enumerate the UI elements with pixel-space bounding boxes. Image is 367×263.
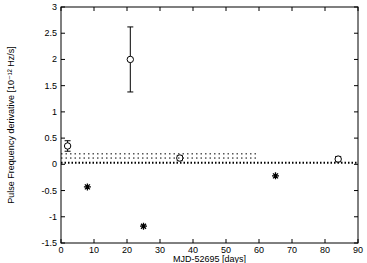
- y-tick-mirror: [354, 190, 358, 191]
- x-tick-mirror: [193, 7, 194, 11]
- circle-point: [335, 156, 341, 162]
- y-tick-label: 3: [52, 2, 57, 12]
- x-tick-label: 70: [287, 245, 297, 255]
- y-axis-title: Pulse Frequency derivative [10⁻¹² Hz/s]: [6, 46, 16, 203]
- plot-frame: [61, 7, 358, 243]
- circle-point: [64, 143, 70, 149]
- x-tick: [292, 239, 293, 243]
- x-tick: [61, 239, 62, 243]
- y-tick-mirror: [354, 216, 358, 217]
- y-tick-mirror: [354, 164, 358, 165]
- y-tick-label: 0.5: [44, 133, 57, 143]
- x-tick-mirror: [160, 7, 161, 11]
- x-tick-label: 30: [155, 245, 165, 255]
- x-tick-mirror: [325, 7, 326, 11]
- y-tick: [61, 111, 65, 112]
- x-tick: [94, 239, 95, 243]
- x-tick-mirror: [127, 7, 128, 11]
- y-tick-label: 1: [52, 107, 57, 117]
- error-bar: [177, 155, 183, 160]
- y-tick: [61, 85, 65, 86]
- x-tick-mirror: [226, 7, 227, 11]
- y-tick: [61, 216, 65, 217]
- x-tick: [127, 239, 128, 243]
- y-tick: [61, 59, 65, 60]
- y-tick-mirror: [354, 243, 358, 244]
- y-tick: [61, 33, 65, 34]
- star-point: [84, 183, 91, 190]
- error-bar: [127, 27, 133, 92]
- x-tick: [358, 239, 359, 243]
- y-tick-label: 1.5: [44, 81, 57, 91]
- y-tick-mirror: [354, 138, 358, 139]
- reference-line: [61, 158, 259, 159]
- x-tick: [325, 239, 326, 243]
- chart: 0102030405060708090-1.5-1-0.500.511.522.…: [0, 0, 367, 263]
- y-tick-label: -0.5: [41, 186, 57, 196]
- star-point: [140, 223, 147, 230]
- reference-line: [61, 153, 259, 154]
- y-tick-label: 2: [52, 54, 57, 64]
- y-tick-mirror: [354, 85, 358, 86]
- star-point: [272, 172, 279, 179]
- y-tick: [61, 164, 65, 165]
- x-tick-mirror: [358, 7, 359, 11]
- x-tick-label: 0: [58, 245, 63, 255]
- error-bar: [65, 141, 71, 151]
- y-tick: [61, 138, 65, 139]
- y-tick: [61, 243, 65, 244]
- y-tick: [61, 7, 65, 8]
- x-tick-mirror: [259, 7, 260, 11]
- reference-line: [61, 162, 358, 164]
- y-tick-label: -1: [49, 212, 57, 222]
- plot-area: [61, 27, 358, 230]
- y-tick-mirror: [354, 59, 358, 60]
- x-tick: [193, 239, 194, 243]
- y-tick-label: 2.5: [44, 28, 57, 38]
- circle-point: [177, 155, 183, 161]
- x-tick-label: 60: [254, 245, 264, 255]
- error-bar: [335, 156, 341, 161]
- y-tick-label: -1.5: [41, 238, 57, 248]
- y-tick-label: 0: [52, 159, 57, 169]
- x-tick: [259, 239, 260, 243]
- y-tick-mirror: [354, 7, 358, 8]
- x-tick: [160, 239, 161, 243]
- x-tick: [226, 239, 227, 243]
- y-tick: [61, 190, 65, 191]
- x-tick-label: 80: [320, 245, 330, 255]
- x-tick-mirror: [292, 7, 293, 11]
- x-tick-label: 90: [353, 245, 363, 255]
- x-tick-mirror: [61, 7, 62, 11]
- x-tick-label: 20: [122, 245, 132, 255]
- circle-point: [127, 56, 133, 62]
- y-tick-mirror: [354, 33, 358, 34]
- x-tick-mirror: [94, 7, 95, 11]
- x-axis-title: MJD-52695 [days]: [173, 254, 246, 263]
- x-tick-label: 10: [89, 245, 99, 255]
- y-tick-mirror: [354, 111, 358, 112]
